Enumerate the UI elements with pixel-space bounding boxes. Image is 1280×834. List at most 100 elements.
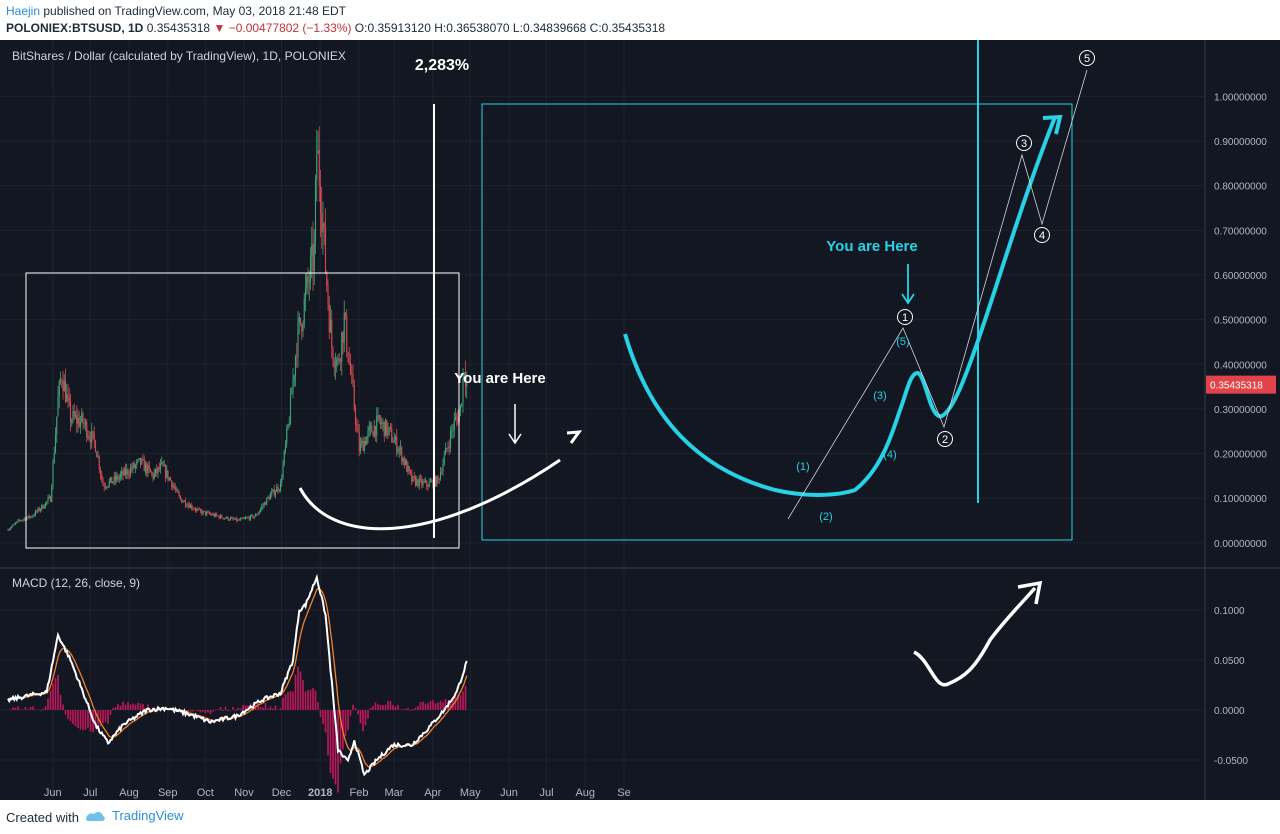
candle-body: [326, 272, 328, 286]
candle-body: [23, 518, 25, 520]
candle-body: [192, 508, 194, 510]
candle-body: [37, 508, 39, 512]
macd-title: MACD (12, 26, close, 9): [12, 576, 140, 590]
candle-body: [362, 440, 364, 451]
macd-projection-curve: [913, 586, 1037, 687]
candle-body: [223, 518, 225, 519]
candle-body: [451, 430, 453, 432]
candle-body: [48, 496, 50, 499]
chart-svg[interactable]: 2,283% You are Here You are Here (1) (2) (3) (…: [0, 40, 1280, 800]
candle-body: [446, 447, 448, 449]
candle-body: [299, 317, 302, 325]
candle-body: [456, 416, 458, 418]
candle-body: [136, 461, 138, 465]
candle-body: [134, 464, 137, 468]
candle-body: [194, 509, 197, 511]
wave-marker-label: 1: [902, 312, 908, 324]
you-are-here-label-2: You are Here: [826, 238, 917, 255]
chart-panel[interactable]: 2,283% You are Here You are Here (1) (2) (3) (…: [0, 40, 1280, 800]
candle-body: [36, 510, 38, 512]
candle-body: [174, 487, 177, 490]
candle-body: [343, 313, 345, 343]
candle-body: [286, 428, 288, 444]
candle-body: [208, 512, 210, 514]
candle-body: [273, 489, 275, 496]
candle-body: [54, 434, 57, 454]
candle-body: [276, 487, 278, 493]
candle-body: [118, 477, 120, 480]
candle-body: [206, 512, 208, 515]
candle-body: [67, 394, 69, 397]
candle-body: [62, 380, 64, 392]
candle-body: [384, 419, 387, 437]
candle-body: [363, 440, 365, 451]
candle-body: [328, 303, 330, 333]
candle-body: [392, 442, 394, 443]
candle-body: [314, 179, 317, 243]
candle-body: [352, 374, 354, 386]
candle-body: [396, 436, 398, 453]
candle-body: [89, 438, 92, 443]
candle-body: [313, 242, 315, 271]
candle-body: [239, 518, 242, 521]
candle-body: [281, 478, 283, 483]
candle-body: [389, 427, 392, 429]
candle-body: [161, 461, 163, 464]
publish-info: Haejin published on TradingView.com, May…: [6, 4, 346, 18]
time-tick-label: Jun: [44, 787, 62, 799]
candle-body: [373, 425, 375, 437]
candle-body: [418, 478, 420, 487]
candle-body: [146, 464, 148, 474]
candle-body: [63, 380, 65, 392]
candle-body: [59, 380, 62, 382]
candle-body: [267, 497, 269, 498]
candle-body: [271, 491, 273, 495]
candle-body: [249, 515, 252, 520]
candle-body: [349, 362, 352, 374]
wave-label-minor: (5): [896, 336, 909, 348]
tradingview-brand[interactable]: TradingView: [84, 808, 184, 823]
author-link[interactable]: Haejin: [6, 4, 41, 18]
candle-body: [189, 504, 192, 508]
candle-body: [153, 473, 155, 479]
candle-body: [19, 520, 22, 522]
candle-body: [187, 504, 189, 507]
candle-body: [283, 450, 285, 465]
candle-body: [22, 519, 24, 521]
candle-body: [69, 401, 72, 423]
candle-body: [99, 469, 102, 475]
candle-body: [422, 481, 424, 485]
candle-body: [383, 421, 385, 437]
wave-marker-circle: [1079, 50, 1095, 66]
white-cup-arrowhead: [566, 430, 583, 444]
candle-body: [426, 480, 428, 486]
candle-body: [121, 471, 123, 475]
candle-body: [252, 515, 254, 518]
candle-body: [199, 509, 202, 511]
candle-body: [332, 348, 334, 362]
candle-body: [201, 510, 203, 514]
candle-body: [34, 510, 37, 516]
candle-body: [284, 443, 287, 451]
candle-body: [12, 524, 14, 527]
candle-body: [188, 504, 190, 508]
white-box: [25, 272, 460, 549]
candle-body: [324, 226, 327, 273]
candle-body: [459, 405, 462, 412]
candle-body: [169, 477, 172, 481]
candle-body: [31, 516, 33, 518]
candle-body: [86, 421, 88, 438]
wave-label-minor: (3): [873, 390, 886, 402]
candle-body: [227, 516, 229, 520]
candle-body: [82, 413, 84, 424]
candle-body: [413, 476, 415, 478]
candle-body: [277, 487, 279, 491]
candle-body: [434, 477, 437, 486]
candle-body: [143, 459, 145, 472]
candle-body: [159, 463, 162, 470]
candle-body: [16, 521, 18, 523]
candle-body: [142, 458, 144, 460]
candle-body: [448, 446, 450, 449]
candle-body: [178, 493, 180, 497]
candle-body: [164, 465, 167, 478]
